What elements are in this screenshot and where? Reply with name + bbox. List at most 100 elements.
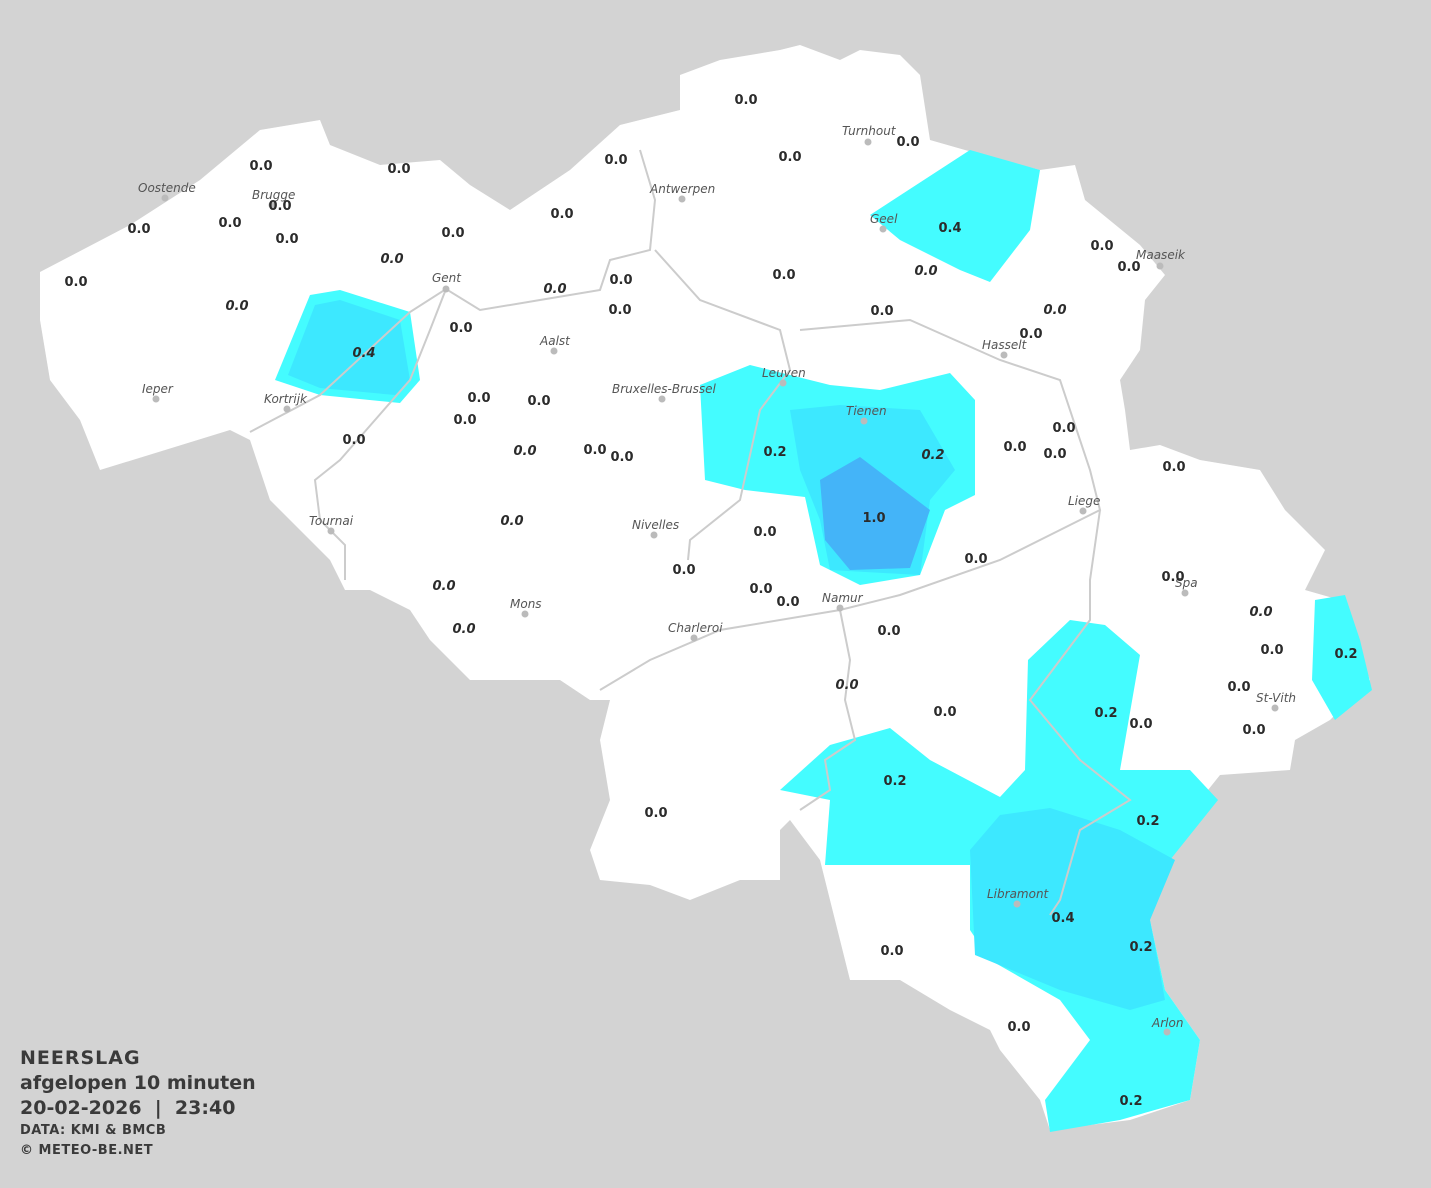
station-value: 0.0 [608, 303, 631, 318]
river-leie [313, 288, 447, 580]
station-value: 0.0 [275, 232, 298, 247]
station-value: 0.0 [870, 304, 893, 319]
cities: Oostende Brugge Gent Antwerpen Turnhout Geel M… [138, 124, 1296, 1036]
legend-title: NEERSLAG [20, 1047, 141, 1069]
station-value: 0.0 [449, 321, 472, 336]
city-label: Arlon [1151, 1016, 1183, 1030]
river-ourthe [1028, 509, 1132, 916]
station-value: 0.4 [938, 221, 961, 236]
city-label: Leuven [762, 366, 806, 380]
river-meuse [599, 318, 1102, 691]
station-value: 0.0 [218, 216, 241, 231]
station-value: 0.0 [1007, 1020, 1030, 1035]
belgium-land [40, 45, 1370, 1130]
station-value: 0.0 [64, 275, 87, 290]
station-value: 0.0 [1090, 239, 1113, 254]
station-value: 0.0 [500, 514, 523, 529]
city-label: Tienen [846, 404, 887, 418]
station-value: 0.2 [921, 448, 944, 463]
station-value: 0.0 [513, 444, 536, 459]
city-marker [283, 405, 291, 413]
precip-area-tienen-core [820, 457, 930, 570]
city-marker [864, 138, 872, 146]
station-values: 0.0 0.0 0.0 0.0 0.0 0.0 0.0 0.0 0.0 0.0 0.0 0.0 0.0 0… [64, 93, 1357, 1109]
city-label: Antwerpen [649, 182, 715, 196]
station-value: 0.0 [249, 159, 272, 174]
station-value: 0.0 [453, 413, 476, 428]
station-value: 0.0 [877, 624, 900, 639]
station-value: 0.0 [1043, 303, 1066, 318]
river-dijle [654, 249, 792, 561]
city-label: Kortrijk [264, 392, 308, 406]
city-label: Gent [432, 271, 462, 285]
station-value: 0.2 [1129, 940, 1152, 955]
station-value: 0.2 [1334, 647, 1357, 662]
city-label: Mons [510, 597, 542, 611]
station-value: 0.0 [734, 93, 757, 108]
station-value: 0.0 [441, 226, 464, 241]
station-value: 0.2 [1094, 706, 1117, 721]
rivers [249, 149, 1132, 916]
station-value: 0.0 [452, 622, 475, 637]
station-value: 0.0 [753, 525, 776, 540]
city-label: Nivelles [632, 518, 679, 532]
city-marker [1271, 704, 1279, 712]
station-value: 0.0 [610, 450, 633, 465]
station-value: 0.0 [1227, 680, 1250, 695]
station-value: 0.2 [1119, 1094, 1142, 1109]
station-value: 0.2 [763, 445, 786, 460]
precip-area-geel [870, 150, 1040, 282]
city-marker [550, 347, 558, 355]
station-value: 0.0 [1161, 570, 1184, 585]
river-meuse-south [799, 609, 857, 811]
station-value: 0.0 [933, 705, 956, 720]
station-value: 0.2 [883, 774, 906, 789]
station-value: 0.0 [914, 264, 937, 279]
river-scheldt [249, 149, 657, 433]
city-marker [1079, 507, 1087, 515]
city-marker [327, 527, 335, 535]
city-marker [1013, 900, 1021, 908]
station-value: 0.0 [268, 199, 291, 214]
station-value: 0.0 [609, 273, 632, 288]
legend: NEERSLAG afgelopen 10 minuten 20-02-2026… [20, 1046, 256, 1161]
station-value: 0.0 [527, 394, 550, 409]
station-value: 0.4 [1051, 911, 1074, 926]
city-label: Hasselt [982, 338, 1028, 352]
station-value: 0.0 [127, 222, 150, 237]
station-value: 0.0 [1052, 421, 1075, 436]
city-label: Bruxelles-Brussel [612, 382, 717, 396]
city-label: Liege [1068, 494, 1100, 508]
station-value: 0.0 [1242, 723, 1265, 738]
station-value: 0.0 [1019, 327, 1042, 342]
station-value: 0.2 [1136, 814, 1159, 829]
precip-area-east [1312, 595, 1372, 720]
city-label: Libramont [987, 887, 1050, 901]
city-marker [860, 417, 868, 425]
city-label: Turnhout [842, 124, 897, 138]
station-value: 0.0 [1043, 447, 1066, 462]
precip-area-libramont [970, 808, 1175, 1010]
station-value: 0.0 [380, 252, 403, 267]
city-marker [690, 634, 698, 642]
station-value: 0.0 [964, 552, 987, 567]
city-marker [678, 195, 686, 203]
city-marker [1181, 589, 1189, 597]
city-marker [658, 395, 666, 403]
precip-areas [275, 150, 1372, 1132]
precip-area-kortrijk-inner [288, 300, 410, 395]
station-value: 0.0 [604, 153, 627, 168]
legend-datetime: 20-02-2026 | 23:40 [20, 1097, 236, 1119]
legend-copyright: © METEO-BE.NET [20, 1143, 154, 1158]
station-value: 0.0 [672, 563, 695, 578]
station-value: 0.0 [1260, 643, 1283, 658]
city-marker [442, 285, 450, 293]
city-label: Namur [822, 591, 864, 605]
legend-source: DATA: KMI & BMCB [20, 1123, 167, 1138]
station-value: 0.0 [1162, 460, 1185, 475]
station-value: 0.0 [880, 944, 903, 959]
city-label: Ieper [142, 382, 174, 396]
station-value: 0.0 [387, 162, 410, 177]
city-label: Oostende [138, 181, 196, 195]
city-marker [268, 201, 276, 209]
